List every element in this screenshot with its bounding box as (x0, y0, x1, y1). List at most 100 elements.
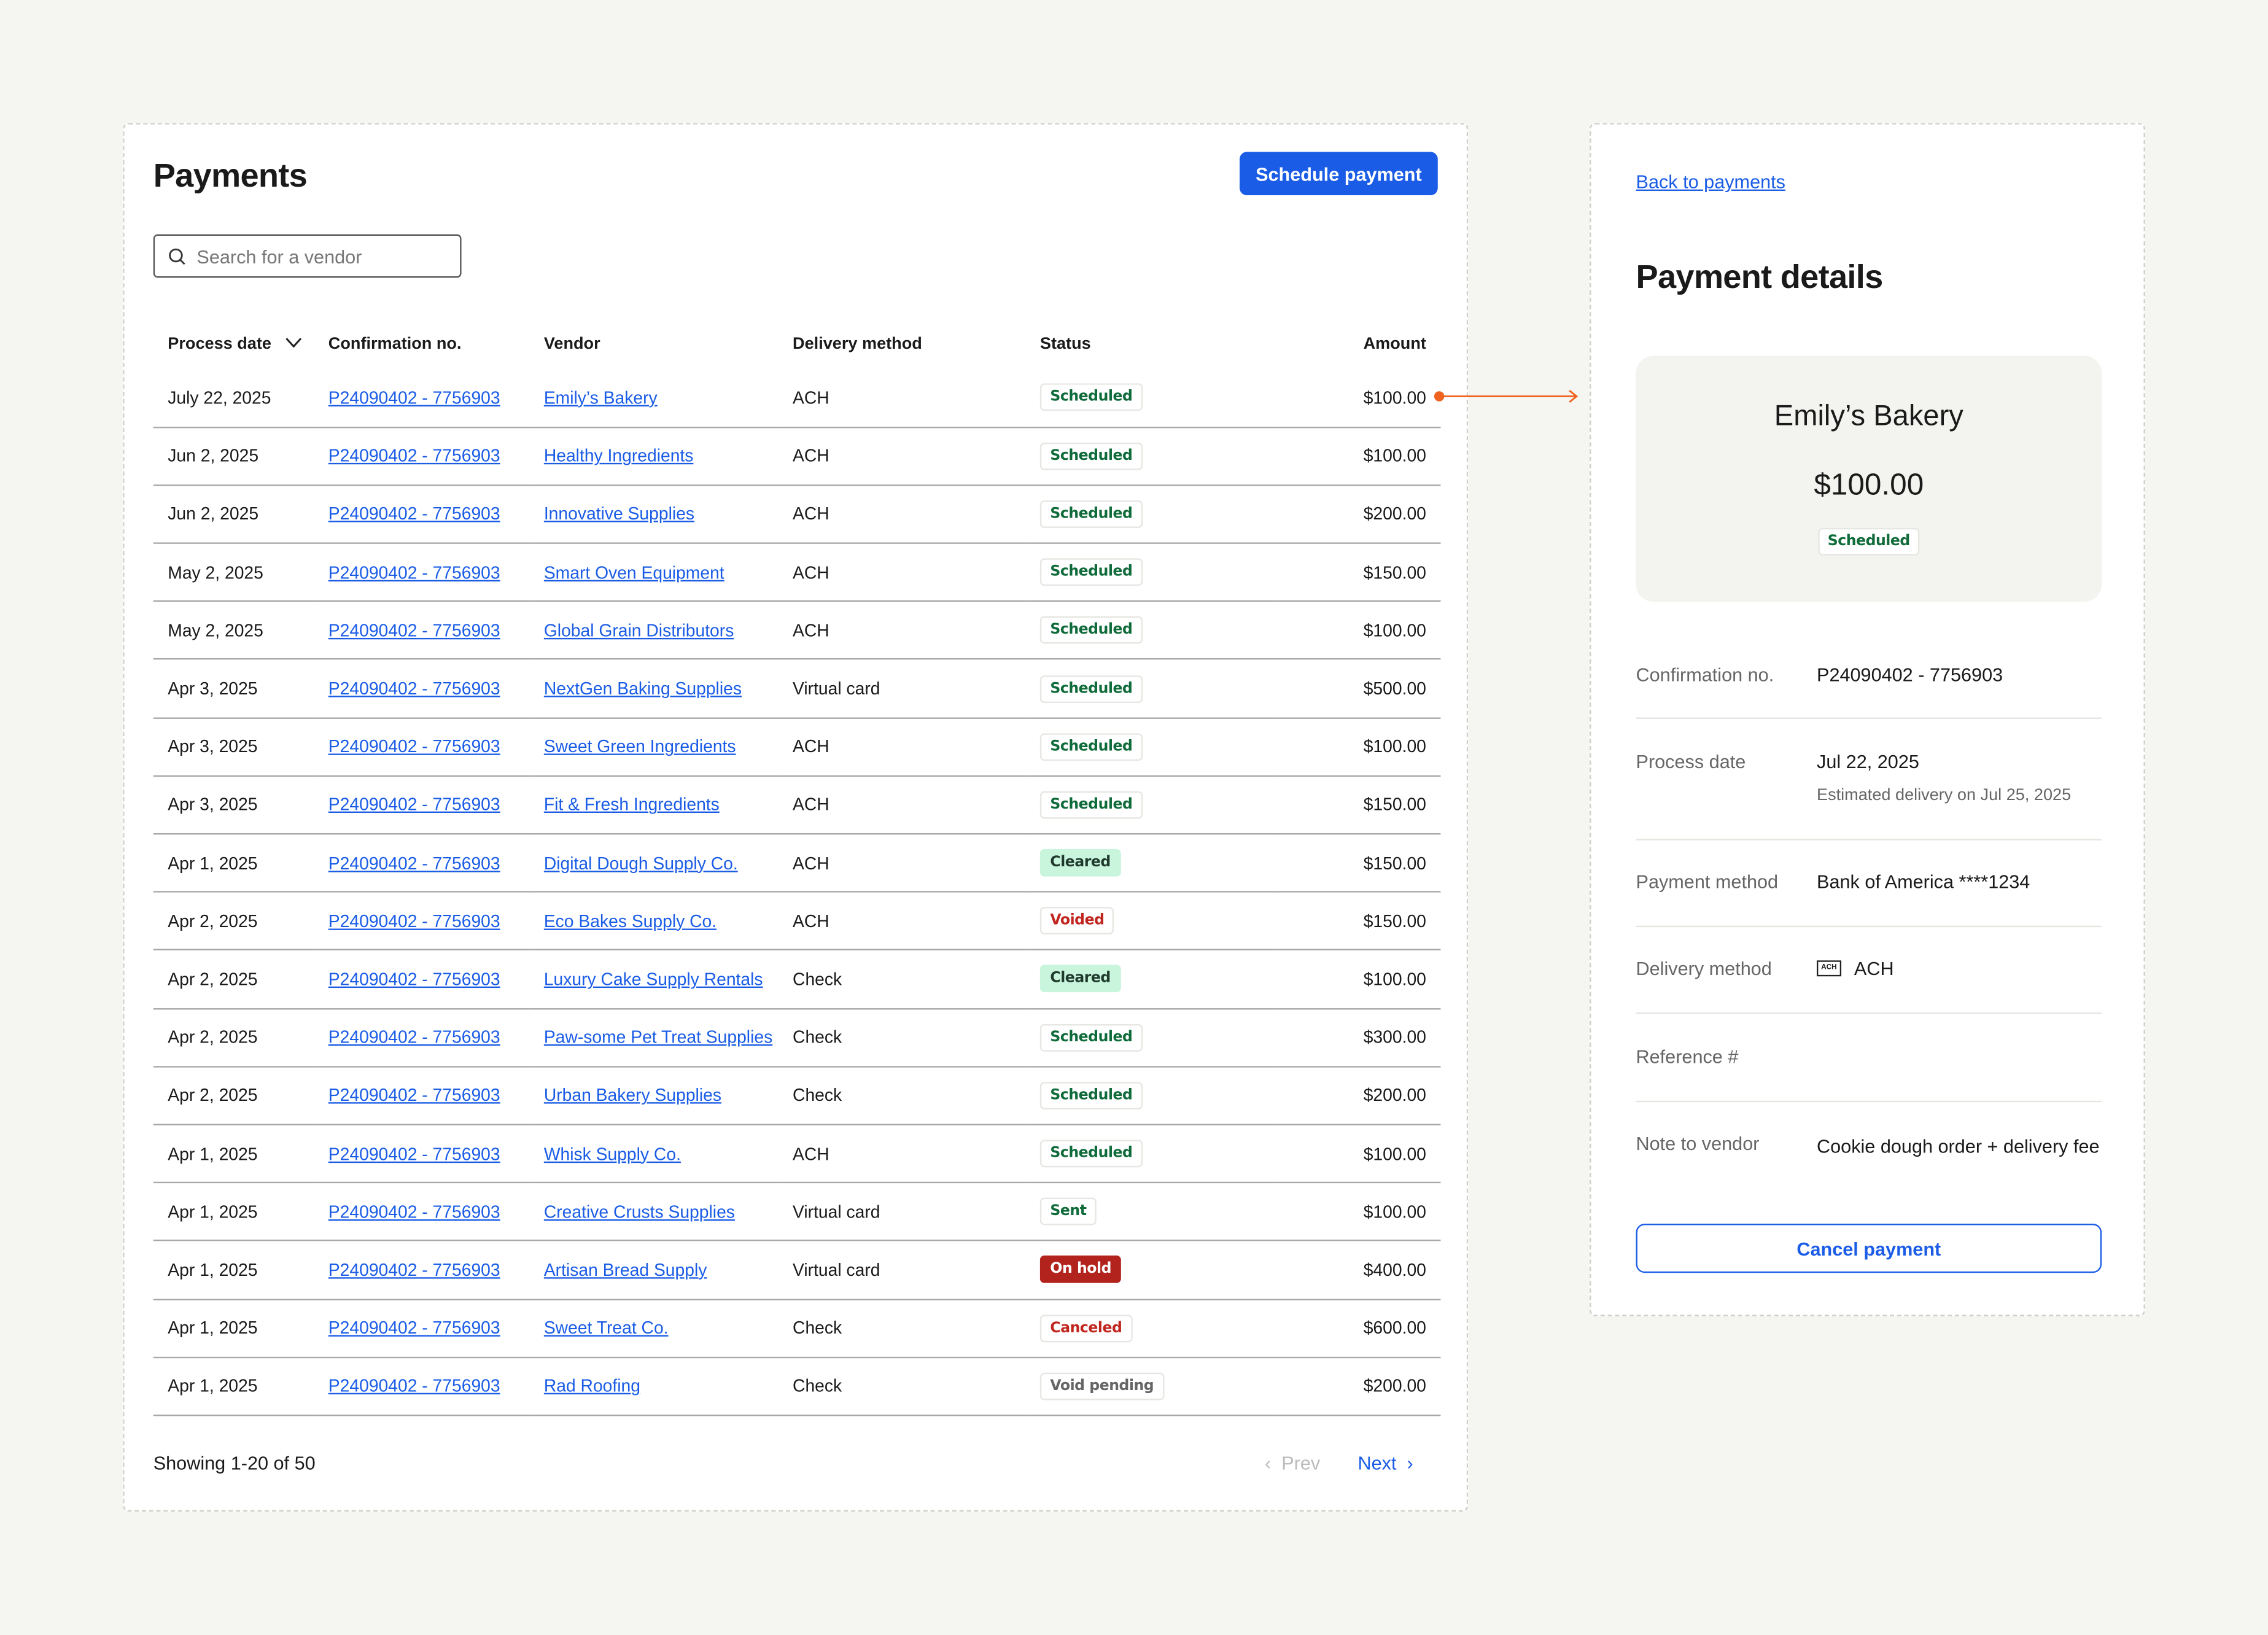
payment-method-label: Payment method (1636, 871, 1779, 893)
confirmation-link[interactable]: P24090402 - 7756903 (328, 387, 500, 408)
confirmation-link[interactable]: P24090402 - 7756903 (328, 446, 500, 467)
process-date: Apr 2, 2025 (153, 950, 314, 1009)
vendor-link[interactable]: Whisk Supply Co. (543, 1143, 681, 1164)
cancel-payment-button[interactable]: Cancel payment (1636, 1224, 2102, 1273)
vendor-link[interactable]: Creative Crusts Supplies (543, 1202, 735, 1222)
table-row[interactable]: Jun 2, 2025 P24090402 - 7756903 Innovative… (153, 485, 1441, 544)
column-header[interactable]: Process date (153, 320, 314, 369)
reference-label: Reference # (1636, 1046, 1739, 1068)
process-date: Jun 2, 2025 (153, 485, 314, 544)
status-badge: Scheduled (1039, 558, 1143, 586)
summary-card: Emily’s Bakery $100.00 Scheduled (1636, 355, 2102, 602)
table-row[interactable]: Apr 3, 2025 P24090402 - 7756903 Fit & Fres… (153, 775, 1441, 835)
confirmation-link[interactable]: P24090402 - 7756903 (328, 678, 500, 699)
vendor-link[interactable]: Urban Bakery Supplies (543, 1085, 721, 1106)
vendor-link[interactable]: Global Grain Distributors (543, 620, 734, 641)
vendor-link[interactable]: Healthy Ingredients (543, 446, 694, 467)
confirmation-link[interactable]: P24090402 - 7756903 (328, 1085, 500, 1106)
next-button[interactable]: Next › (1357, 1452, 1413, 1474)
search-placeholder: Search for a vendor (196, 245, 362, 267)
vendor-link[interactable]: Paw-some Pet Treat Supplies (543, 1027, 773, 1048)
amount: $100.00 (1275, 717, 1441, 777)
confirmation-label: Confirmation no. (1636, 664, 1774, 686)
confirmation-link[interactable]: P24090402 - 7756903 (328, 794, 500, 815)
schedule-payment-button[interactable]: Schedule payment (1240, 152, 1438, 196)
status-badge: Voided (1039, 907, 1114, 935)
vendor-link[interactable]: Rad Roofing (543, 1376, 641, 1397)
vendor-link[interactable]: Luxury Cake Supply Rentals (543, 969, 763, 990)
confirmation-link[interactable]: P24090402 - 7756903 (328, 911, 500, 931)
amount: $100.00 (1275, 601, 1441, 661)
search-input[interactable]: Search for a vendor (153, 234, 462, 278)
confirmation-link[interactable]: P24090402 - 7756903 (328, 1376, 500, 1397)
amount: $400.00 (1275, 1240, 1441, 1300)
column-header-label: Delivery method (793, 335, 922, 353)
table-row[interactable]: Apr 1, 2025 P24090402 - 7756903 Sweet Trea… (153, 1299, 1441, 1358)
ach-icon: ACH (1817, 960, 1841, 977)
table-row[interactable]: Apr 1, 2025 P24090402 - 7756903 Artisan Br… (153, 1240, 1441, 1300)
vendor-link[interactable]: Sweet Green Ingredients (543, 736, 736, 757)
divider (1636, 1012, 2102, 1014)
process-date: Apr 1, 2025 (153, 1357, 314, 1416)
delivery-method: ACH (778, 601, 1026, 661)
confirmation-link[interactable]: P24090402 - 7756903 (328, 503, 500, 524)
confirmation-link[interactable]: P24090402 - 7756903 (328, 1143, 500, 1164)
process-date: Apr 2, 2025 (153, 1066, 314, 1125)
process-date: Apr 1, 2025 (153, 1124, 314, 1184)
process-date: Apr 3, 2025 (153, 775, 314, 835)
table-row[interactable]: Apr 2, 2025 P24090402 - 7756903 Urban Bake… (153, 1066, 1441, 1125)
table-row[interactable]: Apr 2, 2025 P24090402 - 7756903 Paw-some P… (153, 1008, 1441, 1068)
status-badge: Void pending (1039, 1372, 1164, 1400)
delivery-method-text: ACH (1854, 957, 1894, 979)
vendor-link[interactable]: Sweet Treat Co. (543, 1318, 669, 1338)
prev-button[interactable]: ‹ Prev (1265, 1452, 1321, 1474)
estimated-delivery: Estimated delivery on Jul 25, 2025 (1817, 786, 2072, 804)
process-date: Apr 2, 2025 (153, 891, 314, 951)
column-header-label: Confirmation no. (328, 335, 462, 353)
vendor-link[interactable]: Smart Oven Equipment (543, 562, 724, 583)
back-to-payments-link[interactable]: Back to payments (1636, 170, 1785, 193)
vendor-link[interactable]: NextGen Baking Supplies (543, 678, 742, 699)
table-row[interactable]: Apr 1, 2025 P24090402 - 7756903 Digital Do… (153, 834, 1441, 893)
confirmation-link[interactable]: P24090402 - 7756903 (328, 1318, 500, 1338)
vendor-link[interactable]: Fit & Fresh Ingredients (543, 794, 720, 815)
confirmation-link[interactable]: P24090402 - 7756903 (328, 1027, 500, 1048)
confirmation-link[interactable]: P24090402 - 7756903 (328, 736, 500, 757)
vendor-link[interactable]: Eco Bakes Supply Co. (543, 911, 717, 931)
amount: $100.00 (1275, 368, 1441, 428)
table-row[interactable]: Jun 2, 2025 P24090402 - 7756903 Healthy In… (153, 427, 1441, 486)
amount: $200.00 (1275, 1357, 1441, 1416)
delivery-method: ACH (778, 717, 1026, 777)
payments-table: Process date Confirmation no. Vendor Deliv… (153, 320, 1441, 1416)
confirmation-link[interactable]: P24090402 - 7756903 (328, 1259, 500, 1280)
table-row[interactable]: Apr 1, 2025 P24090402 - 7756903 Creative C… (153, 1183, 1441, 1242)
vendor-link[interactable]: Artisan Bread Supply (543, 1259, 707, 1280)
vendor-link[interactable]: Innovative Supplies (543, 503, 695, 524)
column-header-label: Vendor (543, 335, 600, 353)
column-header: Amount (1275, 320, 1441, 369)
table-row[interactable]: July 22, 2025 P24090402 - 7756903 Emily’s … (153, 368, 1441, 428)
status-badge: On hold (1039, 1256, 1122, 1284)
vendor-link[interactable]: Emily’s Bakery (543, 387, 658, 408)
confirmation-link[interactable]: P24090402 - 7756903 (328, 620, 500, 641)
divider (1636, 925, 2102, 928)
confirmation-link[interactable]: P24090402 - 7756903 (328, 562, 500, 583)
delivery-method: ACH (778, 427, 1026, 486)
table-row[interactable]: Apr 3, 2025 P24090402 - 7756903 Sweet Gree… (153, 717, 1441, 777)
table-row[interactable]: Apr 1, 2025 P24090402 - 7756903 Rad Roofin… (153, 1357, 1441, 1416)
status-badge: Scheduled (1039, 791, 1143, 819)
table-row[interactable]: May 2, 2025 P24090402 - 7756903 Smart Oven… (153, 543, 1441, 602)
confirmation-link[interactable]: P24090402 - 7756903 (328, 1202, 500, 1222)
delivery-method: Check (778, 1008, 1026, 1068)
divider (1636, 1100, 2102, 1103)
table-row[interactable]: Apr 2, 2025 P24090402 - 7756903 Eco Bakes … (153, 891, 1441, 951)
table-row[interactable]: Apr 2, 2025 P24090402 - 7756903 Luxury Cak… (153, 950, 1441, 1009)
table-row[interactable]: Apr 3, 2025 P24090402 - 7756903 NextGen Ba… (153, 659, 1441, 719)
process-date: May 2, 2025 (153, 543, 314, 602)
vendor-link[interactable]: Digital Dough Supply Co. (543, 853, 738, 874)
table-row[interactable]: May 2, 2025 P24090402 - 7756903 Global Gra… (153, 601, 1441, 661)
confirmation-link[interactable]: P24090402 - 7756903 (328, 969, 500, 990)
table-row[interactable]: Apr 1, 2025 P24090402 - 7756903 Whisk Supp… (153, 1124, 1441, 1184)
confirmation-link[interactable]: P24090402 - 7756903 (328, 853, 500, 874)
amount: $150.00 (1275, 543, 1441, 602)
